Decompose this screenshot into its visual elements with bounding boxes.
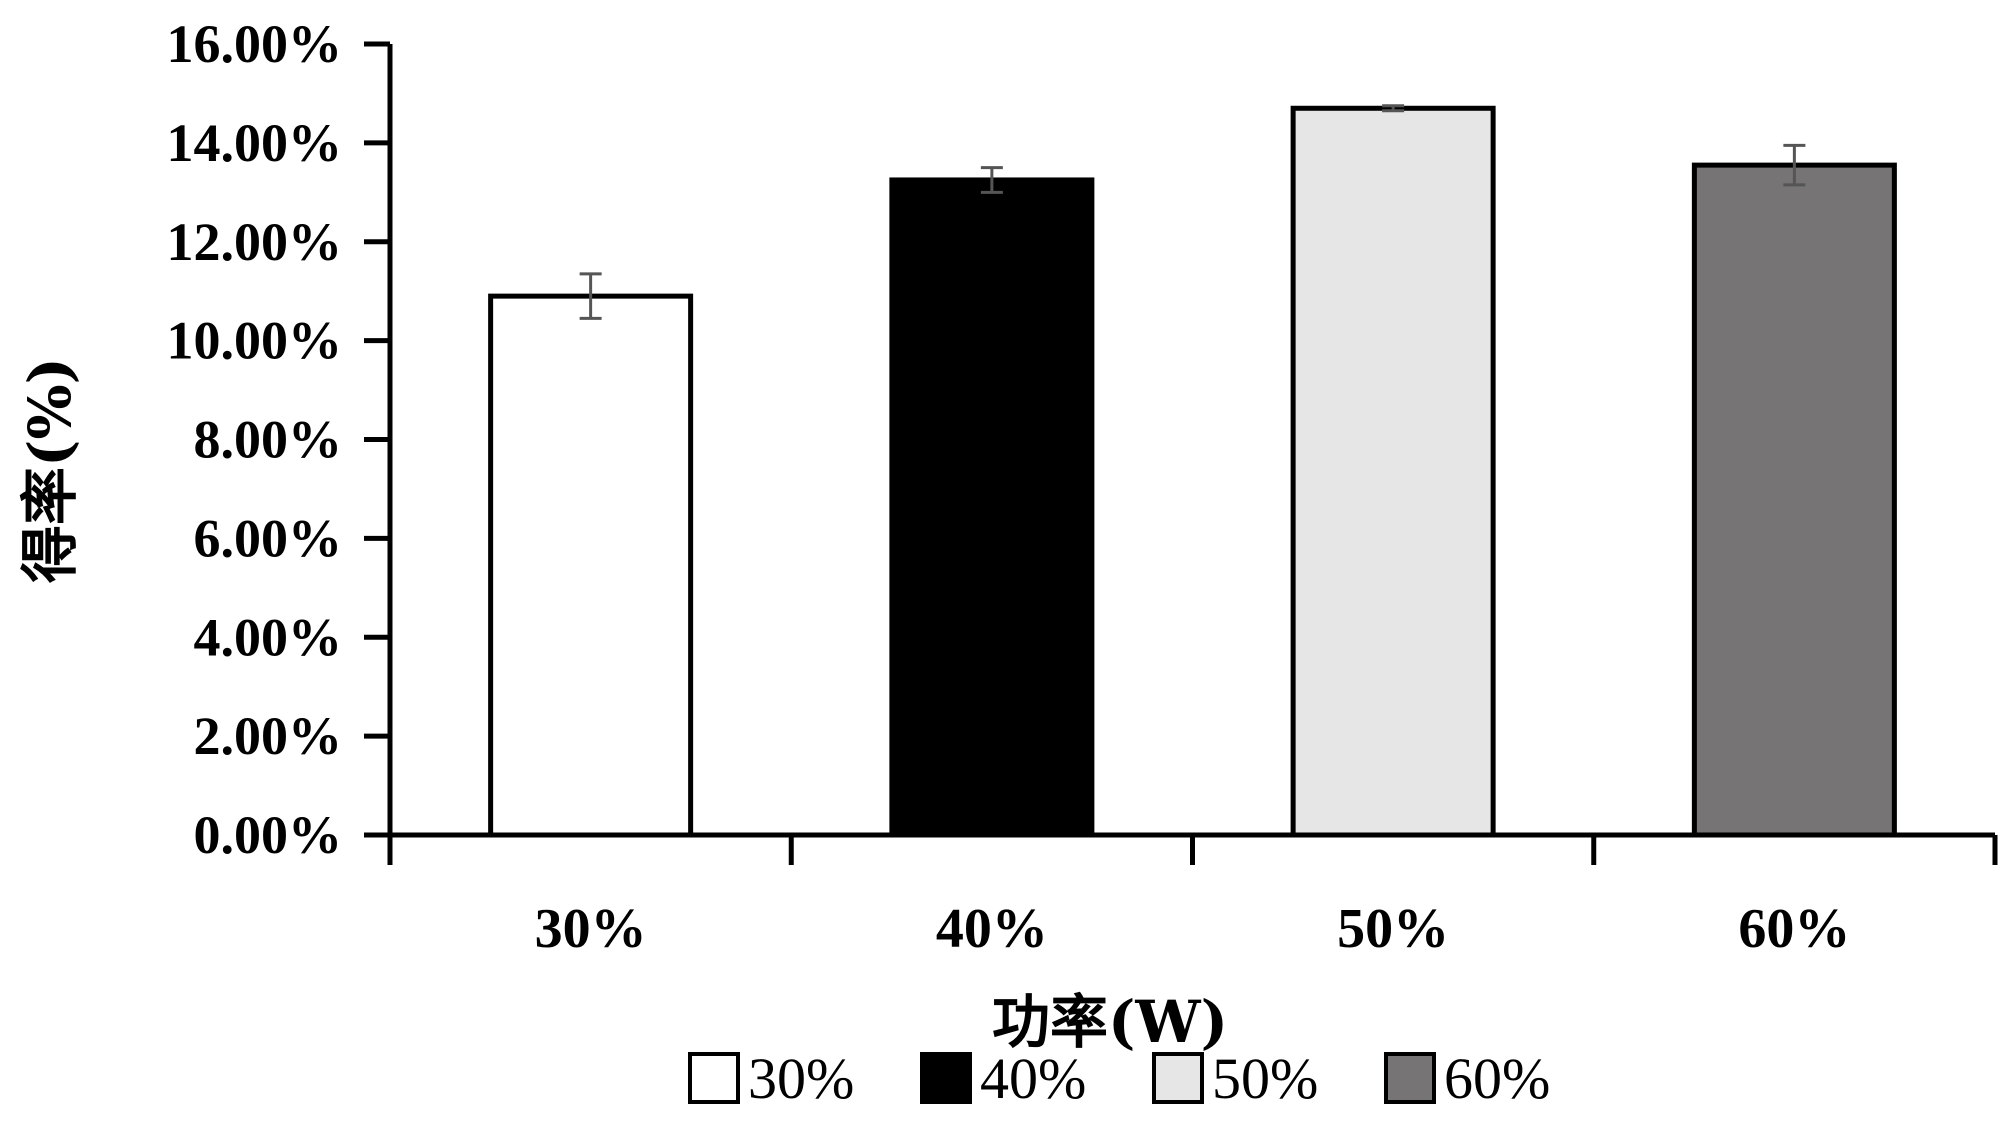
y-axis-title: 得率(%) <box>16 357 84 583</box>
plot-area: 0.00% 2.00% 4.00% 6.00% 8.00% 10.00% 12.00% 14.… <box>167 14 1998 960</box>
legend-swatch-40% <box>920 1052 972 1104</box>
legend-label: 50% <box>1212 1046 1318 1111</box>
bar-60% <box>1691 162 1897 838</box>
y-tick-label: 2.00% <box>194 706 343 766</box>
y-tick-label: 8.00% <box>194 410 343 470</box>
bar-50% <box>1290 105 1496 838</box>
y-tick-label: 10.00% <box>167 311 343 371</box>
y-tick-label: 0.00% <box>194 805 343 865</box>
x-category-label: 50% <box>1337 898 1449 960</box>
y-tick-label: 16.00% <box>167 14 343 74</box>
bar-40% <box>889 177 1095 838</box>
legend-swatch-30% <box>688 1052 740 1104</box>
legend-label: 30% <box>748 1046 854 1111</box>
y-tick-label: 12.00% <box>167 212 343 272</box>
legend-label: 60% <box>1444 1046 1550 1111</box>
x-category-label: 30% <box>535 898 647 960</box>
y-tick-label: 6.00% <box>194 508 343 568</box>
x-category-label: 40% <box>936 898 1048 960</box>
legend-swatch-60% <box>1384 1052 1436 1104</box>
y-tick-label: 14.00% <box>167 113 343 173</box>
legend-label: 40% <box>980 1046 1086 1111</box>
x-axis-title: 功率(W) <box>992 988 1228 1056</box>
bar-30% <box>488 293 694 838</box>
y-tick-label: 4.00% <box>194 607 343 667</box>
legend-swatch-50% <box>1152 1052 1204 1104</box>
x-category-label: 60% <box>1738 898 1850 960</box>
legend: 30% 40% 50% 60% <box>688 1046 1550 1111</box>
